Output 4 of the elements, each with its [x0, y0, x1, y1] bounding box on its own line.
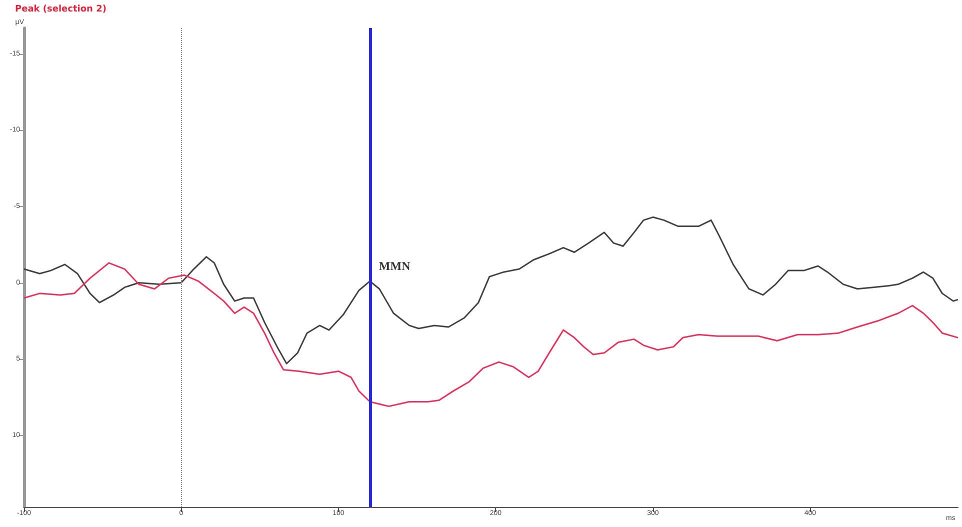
- line-series: [23, 262, 959, 408]
- line-series: [23, 216, 959, 364]
- chart-title: Peak (selection 2): [15, 4, 106, 14]
- annotation: MMN: [378, 258, 411, 273]
